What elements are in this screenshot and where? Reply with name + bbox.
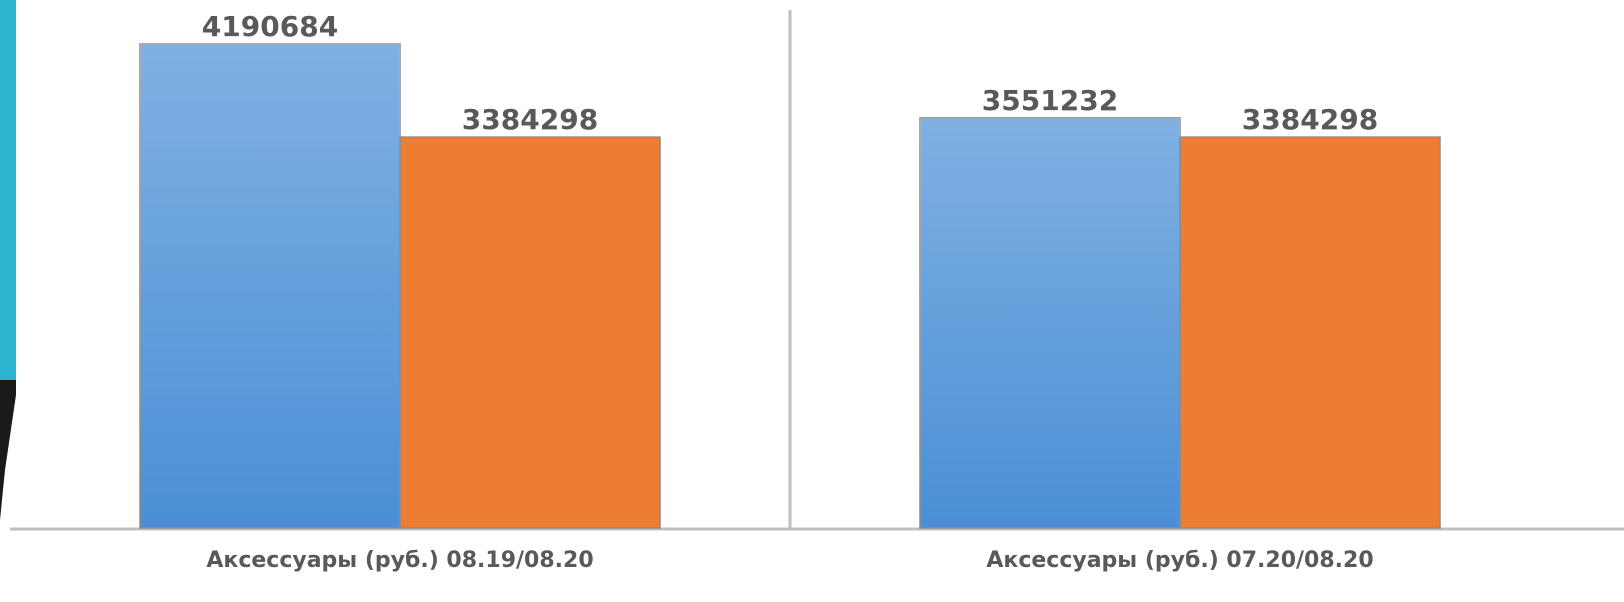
bar-sheen xyxy=(140,44,400,528)
x-tick-label: Аксессуары (руб.) 07.20/08.20 xyxy=(986,548,1373,573)
data-label: 3384298 xyxy=(462,103,598,136)
side-decoration xyxy=(0,380,16,520)
data-label: 3551232 xyxy=(982,84,1118,117)
x-tick-label: Аксессуары (руб.) 08.19/08.20 xyxy=(206,548,593,573)
bar-sheen xyxy=(920,117,1180,529)
bar xyxy=(1179,136,1441,529)
data-label: 4190684 xyxy=(202,10,338,43)
bar xyxy=(399,136,661,529)
data-label: 3384298 xyxy=(1242,103,1378,136)
side-stripe xyxy=(0,0,16,380)
